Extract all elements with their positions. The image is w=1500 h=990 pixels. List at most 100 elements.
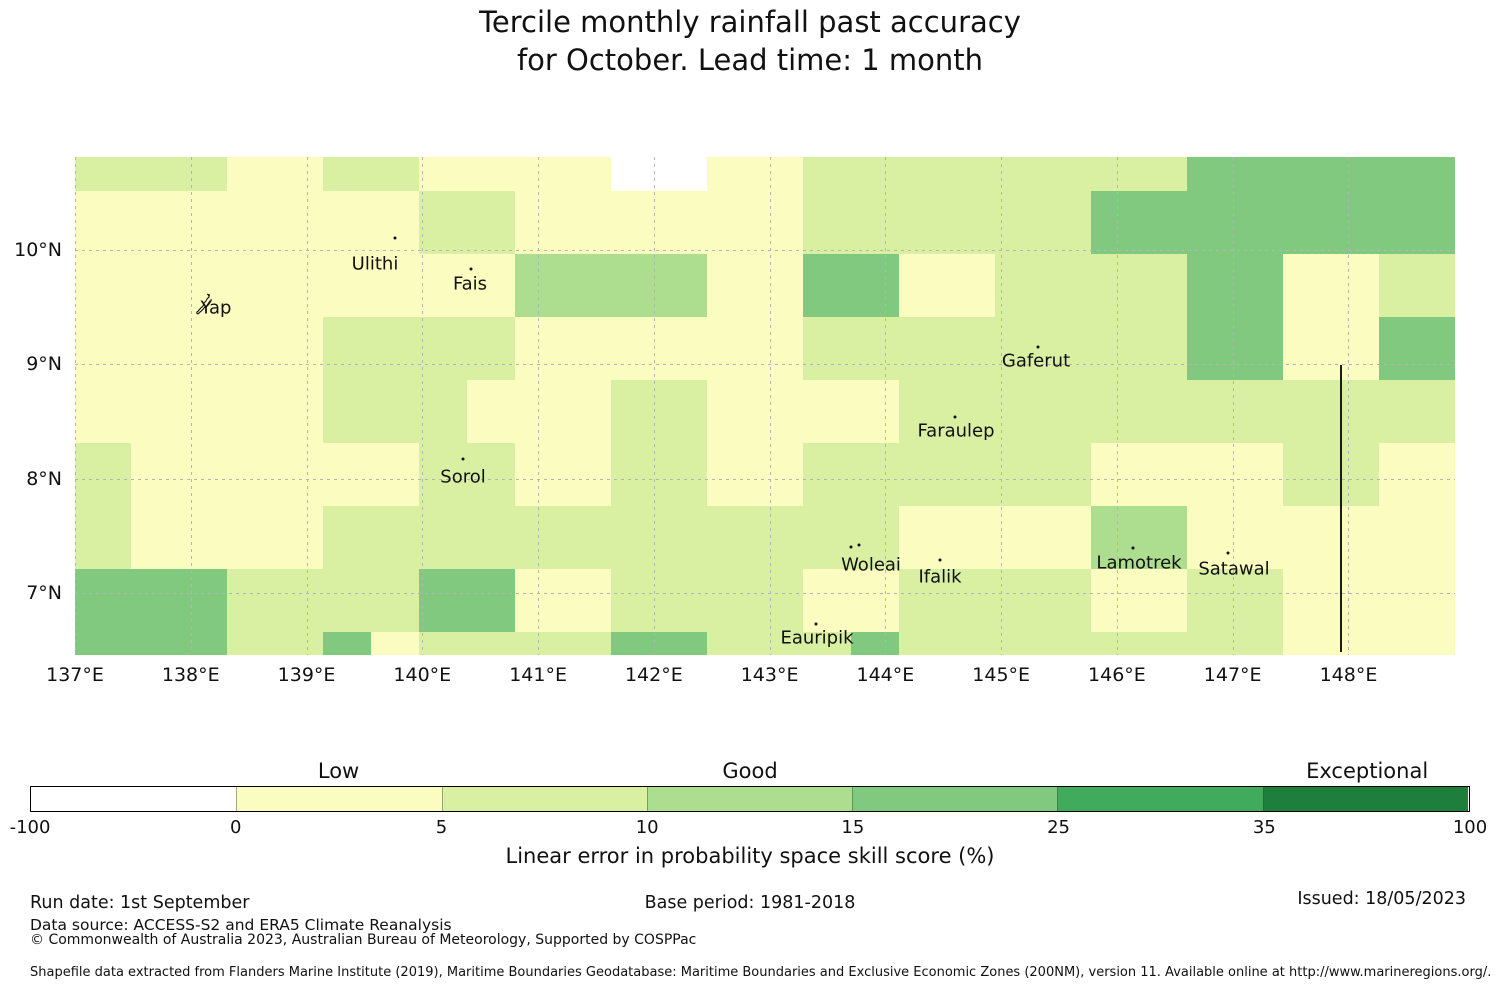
heatmap-cell bbox=[1043, 317, 1091, 380]
heatmap-cell bbox=[1379, 317, 1427, 380]
heatmap-cell bbox=[803, 443, 851, 506]
colorbar-tick-label: 25 bbox=[1047, 817, 1071, 838]
colorbar-title: Linear error in probability space skill … bbox=[505, 844, 995, 868]
x-tick-label: 142°E bbox=[624, 664, 683, 686]
heatmap-cell bbox=[323, 506, 371, 569]
heatmap-cell bbox=[131, 254, 179, 317]
heatmap-cell bbox=[1331, 157, 1379, 191]
eez-boundary-line bbox=[1340, 365, 1342, 652]
x-tick-label: 148°E bbox=[1319, 664, 1378, 686]
heatmap-cell bbox=[803, 254, 851, 317]
heatmap-cell bbox=[131, 506, 179, 569]
gridline-longitude bbox=[75, 157, 76, 655]
title-line-2: for October. Lead time: 1 month bbox=[516, 43, 984, 77]
heatmap-cell bbox=[1283, 254, 1331, 317]
heatmap-cell bbox=[323, 632, 371, 655]
heatmap-cell bbox=[803, 380, 851, 443]
heatmap-cell bbox=[1043, 443, 1091, 506]
heatmap-cell bbox=[323, 157, 371, 191]
heatmap-cell bbox=[755, 443, 803, 506]
colorbar-segment bbox=[441, 787, 647, 811]
heatmap-cell bbox=[995, 506, 1043, 569]
heatmap-cell bbox=[1379, 569, 1427, 632]
heatmap-cell bbox=[1139, 569, 1187, 632]
heatmap-cell bbox=[1331, 506, 1379, 569]
heatmap-cell bbox=[131, 632, 179, 655]
heatmap-cell bbox=[947, 506, 995, 569]
heatmap-cell bbox=[563, 254, 611, 317]
heatmap-cell bbox=[947, 317, 995, 380]
heatmap-cell bbox=[419, 317, 467, 380]
heatmap-cell bbox=[563, 191, 611, 254]
heatmap-cell bbox=[563, 443, 611, 506]
island-dot-eauripik bbox=[814, 622, 818, 626]
heatmap-cell bbox=[851, 317, 899, 380]
heatmap-cell bbox=[947, 569, 995, 632]
heatmap-cell bbox=[1427, 254, 1455, 317]
heatmap-cell bbox=[995, 380, 1043, 443]
colorbar-segment bbox=[31, 787, 237, 811]
heatmap-cell bbox=[659, 191, 707, 254]
heatmap-cell bbox=[1379, 191, 1427, 254]
heatmap-cell bbox=[611, 317, 659, 380]
heatmap-cell bbox=[899, 157, 947, 191]
heatmap-cell bbox=[1139, 380, 1187, 443]
heatmap-cell bbox=[1235, 632, 1283, 655]
colorbar-region-label-good: Good bbox=[722, 759, 778, 783]
heatmap-cell bbox=[1091, 506, 1139, 569]
colorbar-region-label-low: Low bbox=[317, 759, 360, 783]
heatmap-cell bbox=[1283, 632, 1331, 655]
y-tick-label: 9°N bbox=[26, 352, 62, 375]
heatmap-cell bbox=[1187, 569, 1235, 632]
colorbar bbox=[30, 786, 1470, 812]
heatmap-cell bbox=[611, 157, 659, 191]
gridline-latitude bbox=[75, 250, 1455, 251]
colorbar-segment bbox=[1262, 787, 1468, 811]
heatmap-cell bbox=[1043, 191, 1091, 254]
gridline-longitude bbox=[1116, 157, 1118, 655]
heatmap-cell bbox=[419, 506, 467, 569]
heatmap-cell bbox=[467, 157, 515, 191]
heatmap-cell bbox=[131, 191, 179, 254]
page-title: Tercile monthly rainfall past accuracy f… bbox=[0, 3, 1500, 79]
heatmap-cell bbox=[707, 380, 755, 443]
heatmap-cell bbox=[275, 380, 323, 443]
heatmap-cell bbox=[755, 380, 803, 443]
y-tick-label: 10°N bbox=[14, 239, 62, 261]
heatmap-cell bbox=[75, 506, 131, 569]
heatmap-cell bbox=[659, 317, 707, 380]
heatmap-cell bbox=[75, 443, 131, 506]
heatmap-cell bbox=[755, 317, 803, 380]
heatmap-cell bbox=[1139, 632, 1187, 655]
heatmap-cell bbox=[563, 380, 611, 443]
heatmap-cell bbox=[611, 569, 659, 632]
heatmap-cell bbox=[995, 191, 1043, 254]
heatmap-cell bbox=[179, 191, 227, 254]
heatmap-cell bbox=[707, 317, 755, 380]
heatmap-cell bbox=[1139, 317, 1187, 380]
heatmap-cell bbox=[611, 191, 659, 254]
island-label-lamotrek: Lamotrek bbox=[1096, 552, 1182, 574]
heatmap-cell bbox=[755, 632, 803, 655]
heatmap-cell bbox=[371, 632, 419, 655]
heatmap-cell bbox=[275, 157, 323, 191]
gridline-longitude bbox=[1001, 157, 1003, 655]
heatmap-cell bbox=[899, 317, 947, 380]
gridline-longitude bbox=[422, 157, 424, 655]
heatmap-cell bbox=[659, 380, 707, 443]
heatmap-cell bbox=[371, 506, 419, 569]
heatmap-cell bbox=[1091, 317, 1139, 380]
heatmap-cell bbox=[1091, 254, 1139, 317]
heatmap-cell bbox=[467, 443, 515, 506]
heatmap-cell bbox=[755, 157, 803, 191]
island-dot-ulithi bbox=[393, 236, 397, 240]
island-label-satawal: Satawal bbox=[1198, 558, 1270, 580]
heatmap-cell bbox=[1427, 191, 1455, 254]
footer-issued-date: Issued: 18/05/2023 bbox=[1297, 889, 1466, 909]
heatmap-cell bbox=[659, 569, 707, 632]
x-tick-label: 145°E bbox=[972, 664, 1031, 686]
heatmap-cell bbox=[227, 254, 275, 317]
heatmap-cell bbox=[419, 632, 467, 655]
heatmap-cell bbox=[1187, 317, 1235, 380]
heatmap-cell bbox=[563, 506, 611, 569]
